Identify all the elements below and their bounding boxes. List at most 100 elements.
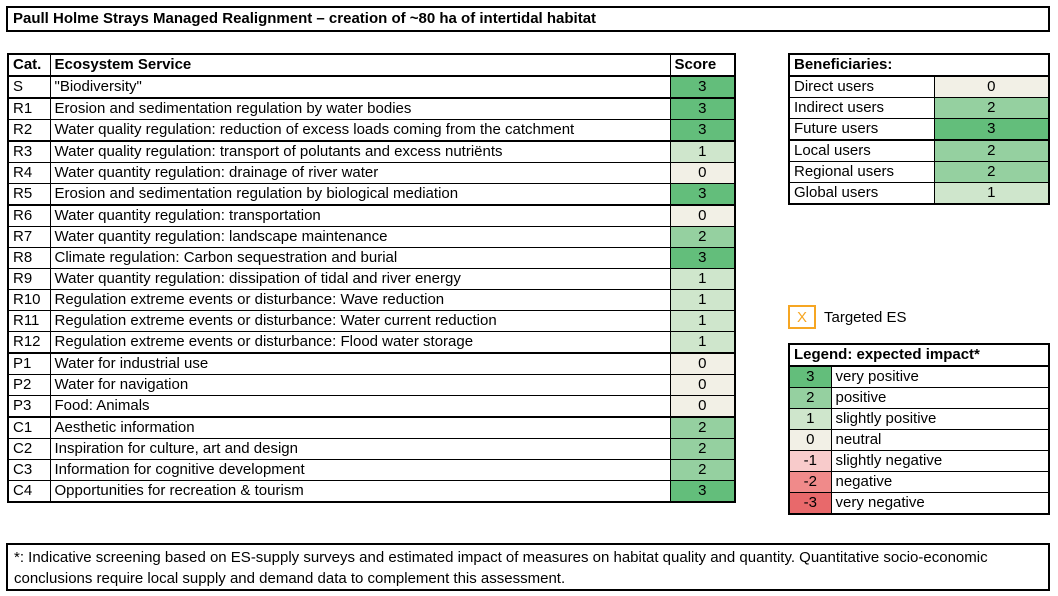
- legend-row: -2 negative: [788, 471, 1050, 493]
- category-cell: S: [7, 75, 51, 99]
- service-cell: Aesthetic information: [49, 416, 671, 439]
- score-cell: 0: [669, 162, 736, 184]
- table-row: R5 Erosion and sedimentation regulation b…: [7, 183, 736, 206]
- category-cell: P1: [7, 352, 51, 375]
- beneficiary-row: Indirect users 2: [788, 97, 1050, 119]
- table-row: R4 Water quantity regulation: drainage of…: [7, 162, 736, 184]
- table-row: R3 Water quality regulation: transport of…: [7, 140, 736, 163]
- beneficiaries-header: Beneficiaries:: [788, 53, 1050, 77]
- category-cell: P2: [7, 374, 51, 396]
- footnote: *: Indicative screening based on ES-supp…: [6, 543, 1050, 591]
- table-row: C4 Opportunities for recreation & tourism…: [7, 480, 736, 503]
- service-cell: Water quality regulation: reduction of e…: [49, 119, 671, 142]
- service-cell: Water quality regulation: transport of p…: [49, 140, 671, 163]
- service-cell: "Biodiversity": [49, 75, 671, 99]
- service-cell: Water quantity regulation: landscape mai…: [49, 226, 671, 248]
- table-row: C3 Information for cognitive development 2: [7, 459, 736, 481]
- legend-swatch: 2: [788, 387, 832, 409]
- service-cell: Regulation extreme events or disturbance…: [49, 331, 671, 354]
- score-cell: 0: [669, 395, 736, 418]
- beneficiary-label: Local users: [788, 139, 935, 162]
- category-cell: C2: [7, 438, 51, 460]
- legend-swatch: -3: [788, 492, 832, 515]
- targeted-label: Targeted ES: [824, 308, 907, 326]
- legend-row: 0 neutral: [788, 429, 1050, 451]
- score-cell: 1: [669, 289, 736, 311]
- score-cell: 1: [669, 140, 736, 163]
- beneficiary-score: 2: [933, 139, 1050, 162]
- beneficiary-label: Indirect users: [788, 97, 935, 119]
- score-cell: 1: [669, 310, 736, 332]
- category-cell: R9: [7, 268, 51, 290]
- table-row: R1 Erosion and sedimentation regulation b…: [7, 97, 736, 120]
- service-cell: Water quantity regulation: dissipation o…: [49, 268, 671, 290]
- category-cell: R6: [7, 204, 51, 227]
- category-cell: R5: [7, 183, 51, 206]
- category-cell: R3: [7, 140, 51, 163]
- score-cell: 2: [669, 226, 736, 248]
- beneficiary-row: Global users 1: [788, 182, 1050, 205]
- service-cell: Regulation extreme events or disturbance…: [49, 289, 671, 311]
- legend-row: -3 very negative: [788, 492, 1050, 515]
- page-title: Paull Holme Strays Managed Realignment –…: [6, 6, 1050, 32]
- ecosystem-services-table: Cat. Ecosystem Service Score S "Biodivers…: [7, 53, 736, 503]
- legend-label: slightly positive: [830, 408, 1050, 430]
- table-row: C1 Aesthetic information 2: [7, 416, 736, 439]
- score-cell: 1: [669, 268, 736, 290]
- service-cell: Regulation extreme events or disturbance…: [49, 310, 671, 332]
- beneficiary-label: Regional users: [788, 161, 935, 183]
- category-cell: C3: [7, 459, 51, 481]
- legend-header: Legend: expected impact*: [788, 343, 1050, 367]
- beneficiaries-table: Beneficiaries: Direct users 0 Indirect use…: [788, 53, 1051, 205]
- table-row: C2 Inspiration for culture, art and desig…: [7, 438, 736, 460]
- category-cell: P3: [7, 395, 51, 418]
- targeted-marker: X: [788, 305, 816, 329]
- score-cell: 0: [669, 352, 736, 375]
- service-cell: Water for navigation: [49, 374, 671, 396]
- category-cell: R4: [7, 162, 51, 184]
- score-cell: 3: [669, 119, 736, 142]
- score-cell: 3: [669, 247, 736, 269]
- legend-row: 2 positive: [788, 387, 1050, 409]
- service-cell: Water quantity regulation: transportatio…: [49, 204, 671, 227]
- legend-label: negative: [830, 471, 1050, 493]
- score-cell: 1: [669, 331, 736, 354]
- legend-label: positive: [830, 387, 1050, 409]
- table-header-row: Cat. Ecosystem Service Score: [7, 53, 736, 77]
- beneficiary-row: Local users 2: [788, 139, 1050, 162]
- table-row: P3 Food: Animals 0: [7, 395, 736, 418]
- beneficiary-label: Direct users: [788, 75, 935, 98]
- beneficiaries-header-row: Beneficiaries:: [788, 53, 1050, 77]
- legend-swatch: -2: [788, 471, 832, 493]
- score-cell: 2: [669, 459, 736, 481]
- service-cell: Information for cognitive development: [49, 459, 671, 481]
- legend-row: 1 slightly positive: [788, 408, 1050, 430]
- table-row: R6 Water quantity regulation: transportat…: [7, 204, 736, 227]
- score-cell: 3: [669, 75, 736, 99]
- beneficiary-row: Future users 3: [788, 118, 1050, 141]
- score-cell: 0: [669, 374, 736, 396]
- score-cell: 3: [669, 480, 736, 503]
- table-row: R2 Water quality regulation: reduction of…: [7, 119, 736, 142]
- legend-swatch: 0: [788, 429, 832, 451]
- legend-swatch: -1: [788, 450, 832, 472]
- table-row: R10 Regulation extreme events or disturba…: [7, 289, 736, 311]
- table-row: P1 Water for industrial use 0: [7, 352, 736, 375]
- score-cell: 3: [669, 183, 736, 206]
- category-cell: R1: [7, 97, 51, 120]
- table-row: R12 Regulation extreme events or disturba…: [7, 331, 736, 354]
- beneficiary-score: 3: [933, 118, 1050, 141]
- score-header: Score: [669, 53, 736, 77]
- category-cell: R8: [7, 247, 51, 269]
- category-cell: C4: [7, 480, 51, 503]
- targeted-es-key: X Targeted ES: [788, 303, 907, 331]
- score-cell: 2: [669, 416, 736, 439]
- table-row: R11 Regulation extreme events or disturba…: [7, 310, 736, 332]
- table-row: R7 Water quantity regulation: landscape m…: [7, 226, 736, 248]
- legend-label: slightly negative: [830, 450, 1050, 472]
- beneficiary-score: 0: [933, 75, 1050, 98]
- table-row: P2 Water for navigation 0: [7, 374, 736, 396]
- beneficiary-row: Regional users 2: [788, 161, 1050, 183]
- service-header: Ecosystem Service: [49, 53, 671, 77]
- cat-header: Cat.: [7, 53, 51, 77]
